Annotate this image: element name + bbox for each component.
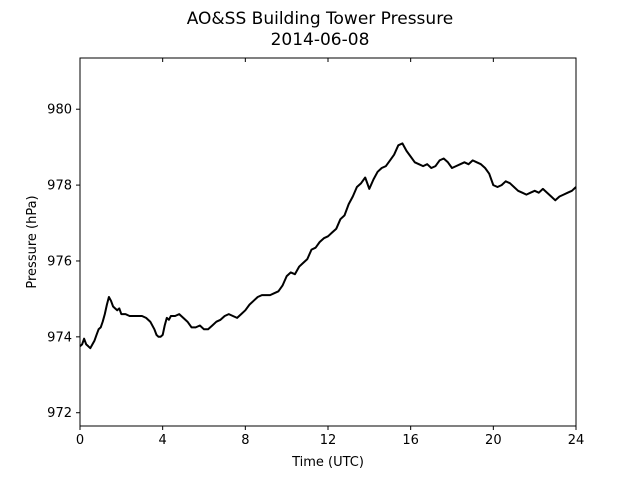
- x-tick-label: 4: [159, 433, 167, 448]
- y-axis-label: Pressure (hPa): [25, 195, 40, 288]
- chart-title: AO&SS Building Tower Pressure: [187, 9, 454, 29]
- x-tick-label: 16: [402, 433, 419, 448]
- tick-group: [76, 58, 577, 430]
- y-tick-label: 976: [47, 254, 72, 269]
- plot-frame: [79, 57, 577, 427]
- x-axis-label: Time (UTC): [291, 455, 364, 470]
- x-tick-label: 12: [320, 433, 337, 448]
- x-tick-label: 0: [76, 433, 84, 448]
- x-tick-label: 24: [568, 433, 585, 448]
- y-tick-label: 980: [47, 103, 72, 118]
- tick-label-group: 0 4 8 12 16 20 24 972 974 976 978 980: [47, 103, 584, 448]
- y-tick-label: 978: [47, 179, 72, 194]
- x-tick-label: 8: [241, 433, 249, 448]
- y-tick-label: 972: [47, 406, 72, 421]
- pressure-series-line: [79, 142, 577, 350]
- chart-subtitle: 2014-06-08: [271, 30, 370, 50]
- x-tick-label: 20: [485, 433, 502, 448]
- y-tick-label: 974: [47, 330, 72, 345]
